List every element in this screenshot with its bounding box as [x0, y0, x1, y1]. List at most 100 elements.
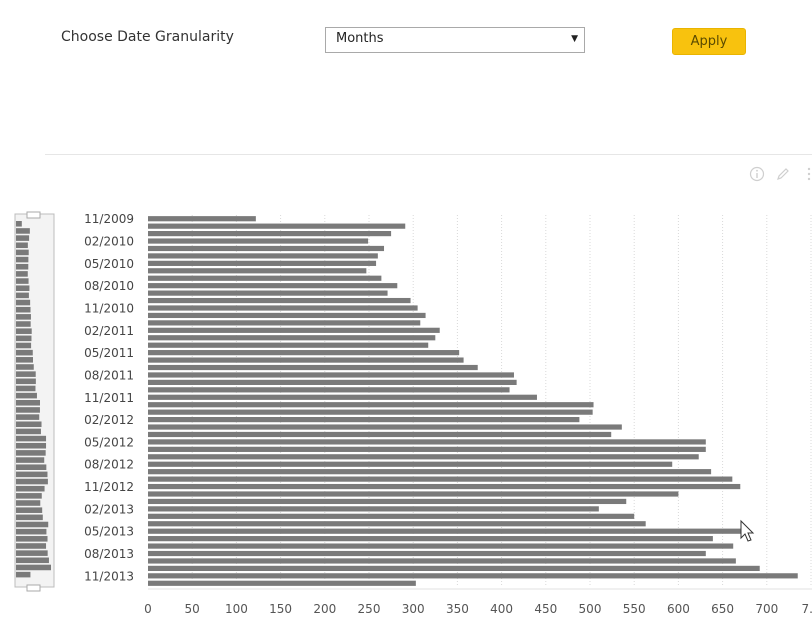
more-icon[interactable] [802, 166, 812, 182]
bar[interactable] [148, 409, 593, 415]
bar[interactable] [148, 253, 378, 259]
bar[interactable] [148, 461, 673, 467]
bar[interactable] [148, 372, 514, 378]
bar[interactable] [148, 454, 699, 460]
bar[interactable] [148, 521, 646, 527]
bar[interactable] [148, 536, 713, 542]
y-tick-label: 02/2010 [84, 235, 134, 249]
bar[interactable] [148, 513, 635, 519]
y-tick-label: 08/2012 [84, 458, 134, 472]
x-tick-label: 250 [358, 602, 381, 616]
scroll-handle-bottom-icon[interactable] [26, 584, 41, 592]
scroller-bar [16, 450, 46, 456]
granularity-select[interactable]: Months ▼ [325, 27, 585, 53]
scroller-bar [16, 485, 45, 492]
bar[interactable] [148, 290, 388, 296]
bar[interactable] [148, 491, 679, 497]
x-axis-labels: 0 50 100 150 200 250 300 350 400 450 500 550 600 650 7… [144, 602, 812, 616]
bar-chart: 11/2009 02/2010 05/2010 08/2010 11/2010 02/20… [14, 211, 812, 616]
scroller-bar [16, 407, 40, 413]
bar[interactable] [148, 275, 382, 281]
bar[interactable] [148, 528, 747, 534]
scroll-handle-top-icon[interactable] [26, 211, 41, 219]
bar[interactable] [148, 469, 712, 475]
scroller-bar [16, 263, 29, 270]
bar[interactable] [148, 245, 385, 252]
bar[interactable] [148, 379, 517, 385]
bar[interactable] [148, 506, 599, 512]
x-tick-label: 200 [313, 602, 336, 616]
bar[interactable] [148, 223, 406, 229]
bar[interactable] [148, 498, 627, 505]
bar[interactable] [148, 305, 418, 311]
scroller-bar [16, 371, 36, 377]
bar[interactable] [148, 402, 594, 408]
bar[interactable] [148, 565, 760, 571]
bar[interactable] [148, 476, 733, 482]
scroller-bar [16, 457, 45, 463]
y-tick-label: 02/2011 [84, 324, 134, 338]
bar[interactable] [148, 417, 580, 423]
bar[interactable] [148, 446, 706, 452]
range-scroller[interactable] [14, 211, 55, 592]
bar[interactable] [148, 327, 440, 333]
bar[interactable] [148, 283, 398, 289]
scroller-bar [16, 557, 49, 564]
bar[interactable] [148, 268, 367, 274]
y-tick-label: 11/2011 [84, 391, 134, 405]
scroller-bar [16, 242, 28, 249]
bar[interactable] [148, 387, 510, 393]
scroller-bar [16, 478, 48, 485]
y-tick-label: 05/2012 [84, 435, 134, 449]
scroller-bar [16, 349, 33, 356]
bar[interactable] [148, 580, 416, 586]
bar[interactable] [148, 357, 464, 363]
bar[interactable] [148, 238, 369, 244]
y-axis-labels: 11/2009 02/2010 05/2010 08/2010 11/2010 02/20… [84, 212, 134, 583]
bar[interactable] [148, 424, 622, 430]
bar[interactable] [148, 483, 741, 490]
scroller-bar [16, 285, 30, 291]
edit-icon[interactable] [775, 166, 791, 182]
scroller-bar [16, 571, 31, 578]
scroller-bar [16, 493, 42, 499]
bar[interactable] [148, 543, 734, 549]
bar[interactable] [148, 573, 798, 579]
scroller-bar [16, 357, 33, 363]
scroller-bar [16, 414, 40, 420]
bar[interactable] [148, 394, 537, 400]
scroller-bar [16, 521, 49, 528]
bar[interactable] [148, 364, 478, 371]
scroller-bar [16, 342, 32, 349]
x-tick-label: 50 [185, 602, 200, 616]
bar[interactable] [148, 320, 421, 326]
bar[interactable] [148, 335, 436, 341]
y-tick-label: 05/2011 [84, 346, 134, 360]
scroller-bar [16, 335, 32, 342]
y-tick-label: 08/2011 [84, 368, 134, 382]
scroller-bar [16, 321, 31, 327]
bar[interactable] [148, 439, 706, 445]
y-tick-label: 02/2012 [84, 413, 134, 427]
bar[interactable] [148, 558, 736, 564]
bar[interactable] [148, 550, 706, 557]
y-tick-label: 11/2010 [84, 302, 134, 316]
bar[interactable] [148, 231, 392, 237]
scroller-bar [16, 500, 41, 506]
scroller-bar [16, 564, 51, 571]
bar[interactable] [148, 431, 612, 438]
bar[interactable] [148, 342, 429, 348]
scroller-bar [16, 271, 28, 277]
x-tick-label: 450 [534, 602, 557, 616]
x-tick-label: 700 [755, 602, 778, 616]
bar[interactable] [148, 312, 426, 319]
apply-button[interactable]: Apply [672, 28, 746, 55]
y-tick-label: 08/2010 [84, 279, 134, 293]
bar[interactable] [148, 260, 377, 266]
info-icon[interactable] [749, 166, 765, 182]
section-divider [45, 154, 812, 155]
bar[interactable] [148, 297, 411, 304]
bar[interactable] [148, 216, 256, 222]
bar[interactable] [148, 350, 460, 356]
scroller-bar [16, 292, 29, 299]
